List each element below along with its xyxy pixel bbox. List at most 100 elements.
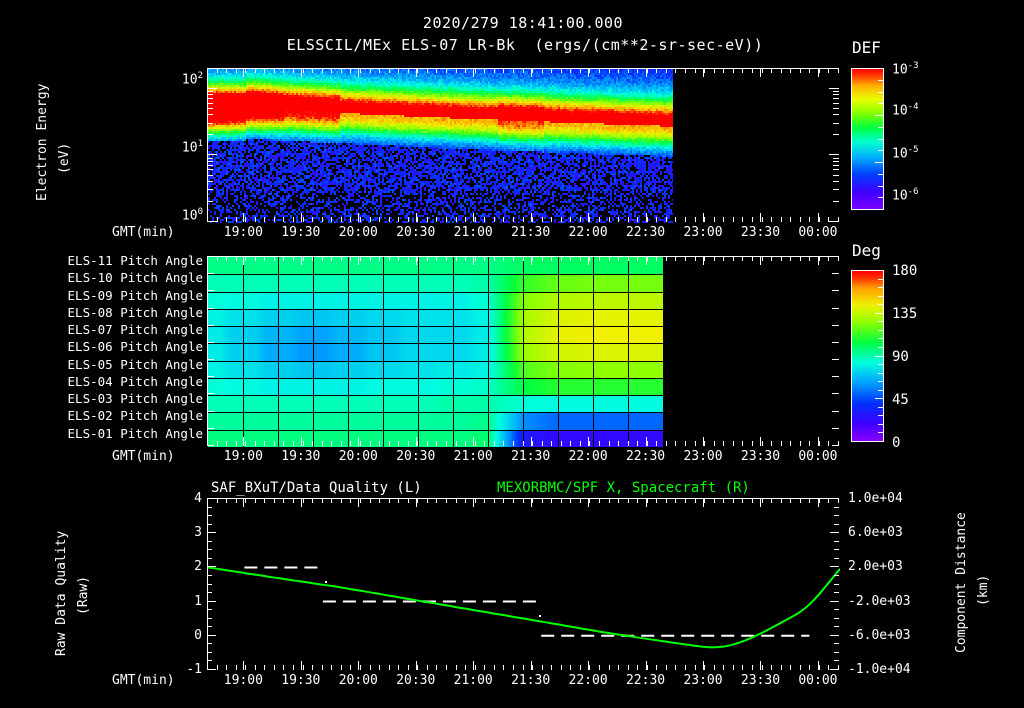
xtick-label: 19:30 — [281, 673, 321, 688]
xtick-label: 19:30 — [281, 225, 321, 240]
colorbar-def-tick-0: 10-3 — [892, 61, 919, 78]
panel2-xtick-labels: 19:00 19:30 20:00 20:30 21:00 21:30 22:00 22:30… — [207, 450, 839, 466]
panel2-row-label: ELS-05 Pitch Angle — [67, 356, 203, 372]
panel1-plot-area[interactable] — [207, 68, 840, 223]
electron-energy-spectrogram — [208, 69, 840, 223]
panel3-ytick-right: -2.0e+03 — [848, 593, 911, 609]
panel2-row-label: ELS-09 Pitch Angle — [67, 287, 203, 303]
panel1-ylabel-units: (eV) — [57, 142, 72, 174]
panel2-row-label: ELS-04 Pitch Angle — [67, 373, 203, 389]
panel3-ytick-right: 6.0e+03 — [848, 525, 903, 541]
xtick-label: 21:30 — [511, 225, 551, 240]
xtick-label: 21:30 — [511, 673, 551, 688]
xtick-label: 20:30 — [396, 673, 436, 688]
xtick-label: 22:30 — [625, 673, 666, 688]
xtick-label: 19:30 — [281, 449, 321, 464]
colorbar-deg-tick: 90 — [892, 349, 909, 365]
panel2-plot-area[interactable] — [207, 256, 840, 447]
panel1-ytick-0: 100 — [181, 207, 203, 224]
xtick-label: 21:00 — [453, 449, 493, 464]
xtick-label: 19:00 — [223, 449, 263, 464]
panel3-ytick-labels-left: 4 3 2 1 0 -1 — [160, 490, 202, 676]
colorbar-def-ticks — [851, 68, 884, 210]
panel3-ylabel-right: Component Distance — [954, 512, 969, 654]
xtick-label: 23:00 — [683, 673, 723, 688]
panel2-row-label: ELS-08 Pitch Angle — [67, 304, 203, 320]
panel3-ylabel-right-units: (km) — [976, 574, 991, 606]
xtick-label: 19:00 — [223, 673, 263, 688]
xtick-label: 23:30 — [740, 673, 781, 688]
xtick-label: 19:00 — [223, 225, 263, 240]
xtick-label: 20:00 — [338, 225, 378, 240]
panel2-row-label: ELS-02 Pitch Angle — [67, 408, 203, 424]
panel3-ytick-left: 3 — [194, 525, 202, 541]
xtick-label: 21:30 — [511, 449, 551, 464]
xtick-label: 23:30 — [740, 225, 781, 240]
panel2-row-label: ELS-03 Pitch Angle — [67, 391, 203, 407]
colorbar-deg-ticks — [851, 270, 884, 442]
panel3-xlabel: GMT(min) — [112, 673, 175, 688]
panel1-xtick-labels: 19:00 19:30 20:00 20:30 21:00 21:30 22:00 22:30… — [207, 226, 839, 242]
quality-distance-lines — [208, 499, 840, 671]
panel1-ylabel: Electron Energy — [35, 83, 50, 202]
xtick-label: 22:30 — [625, 225, 666, 240]
panel1-ytick-2: 102 — [181, 71, 203, 88]
xtick-label: 20:30 — [396, 449, 436, 464]
pitch-angle-heatmap — [208, 257, 840, 447]
colorbar-def-tick-2: 10-5 — [892, 145, 919, 162]
xtick-label: 20:00 — [338, 673, 378, 688]
panel3-left-title: SAF_BXuT/Data Quality (L) — [211, 480, 422, 496]
panel2-row-label: ELS-06 Pitch Angle — [67, 339, 203, 355]
colorbar-deg-title: Deg — [852, 241, 881, 260]
panel3-ytick-right: 2.0e+03 — [848, 559, 903, 575]
colorbar-def-tick-3: 10-6 — [892, 187, 919, 204]
xtick-label: 00:00 — [798, 673, 838, 688]
panel3-right-title: MEXORBMC/SPF X, Spacecraft (R) — [497, 480, 750, 496]
colorbar-deg-tick: 135 — [892, 306, 918, 322]
panel3-ytick-right: 1.0e+04 — [848, 491, 903, 506]
panel3-ytick-right: -1.0e+04 — [848, 662, 911, 677]
panel3-ytick-right: -6.0e+03 — [848, 627, 911, 643]
colorbar-deg-tick: 45 — [892, 392, 909, 408]
colorbar-def-labels: 10-3 10-4 10-5 10-6 — [892, 60, 962, 220]
page-subtitle: ELSSCIL/MEx ELS-07 LR-Bk (ergs/(cm**2-sr… — [286, 36, 764, 54]
panel2-row-label: ELS-01 Pitch Angle — [67, 425, 203, 441]
panel3-ytick-left: -1 — [186, 662, 202, 677]
panel2-row-label: ELS-07 Pitch Angle — [67, 322, 203, 338]
xtick-label: 22:30 — [625, 449, 666, 464]
xtick-label: 22:00 — [568, 225, 608, 240]
panel3-ytick-left: 4 — [194, 491, 202, 506]
xtick-label: 22:00 — [568, 449, 608, 464]
panel2-xlabel: GMT(min) — [112, 449, 175, 464]
colorbar-def-tick-1: 10-4 — [892, 102, 919, 119]
xtick-label: 23:00 — [683, 449, 723, 464]
panel2-row-label: ELS-10 Pitch Angle — [67, 270, 203, 286]
xtick-label: 21:00 — [453, 673, 493, 688]
xtick-label: 23:30 — [740, 449, 781, 464]
panel1-ytick-1: 101 — [181, 139, 203, 156]
xtick-label: 20:00 — [338, 449, 378, 464]
panel3-ytick-left: 2 — [194, 559, 202, 575]
panel3-xtick-labels: 19:00 19:30 20:00 20:30 21:00 21:30 22:00 22:30… — [207, 674, 839, 690]
xtick-label: 21:00 — [453, 225, 493, 240]
xtick-label: 00:00 — [798, 225, 838, 240]
panel3-ytick-labels-right: 1.0e+04 6.0e+03 2.0e+03 -2.0e+03 -6.0e+03 -1.… — [848, 490, 940, 676]
panel1-xlabel: GMT(min) — [112, 225, 175, 240]
page-title: 2020/279 18:41:00.000 — [422, 14, 624, 32]
colorbar-deg-tick: 0 — [892, 435, 901, 451]
panel3-ylabel-left-units: (Raw) — [76, 575, 91, 615]
xtick-label: 20:30 — [396, 225, 436, 240]
xtick-label: 22:00 — [568, 673, 608, 688]
panel3-plot-area[interactable] — [207, 498, 840, 671]
xtick-label: 00:00 — [798, 449, 838, 464]
xtick-label: 23:00 — [683, 225, 723, 240]
panel2-row-label: ELS-11 Pitch Angle — [67, 253, 203, 268]
panel3-ylabel-left: Raw Data Quality — [54, 530, 69, 656]
colorbar-def-title: DEF — [852, 38, 881, 57]
colorbar-deg-labels: 180 135 90 45 0 — [892, 262, 962, 452]
panel2-row-labels: ELS-11 Pitch Angle ELS-10 Pitch Angle ELS-… — [40, 253, 203, 449]
panel3-ytick-left: 0 — [194, 627, 202, 643]
panel1-ytick-labels: 102 101 100 — [145, 60, 203, 225]
colorbar-deg-tick: 180 — [892, 263, 918, 279]
